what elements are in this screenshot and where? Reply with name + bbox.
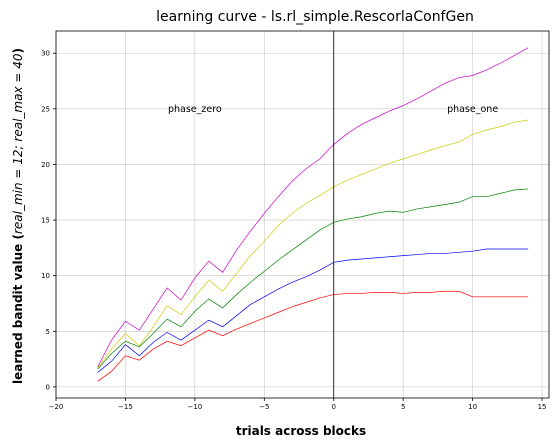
series-line-1 bbox=[97, 290, 529, 382]
y-axis-label-main: learned bandit value ( bbox=[11, 234, 25, 384]
x-tick-label: 5 bbox=[401, 403, 405, 411]
annotation-1: phase_zero bbox=[168, 104, 222, 115]
x-tick-label: 15 bbox=[538, 403, 547, 411]
y-axis-label: learned bandit value (real_min = 12; rea… bbox=[11, 48, 25, 384]
x-tick-label: −15 bbox=[118, 403, 133, 411]
series-line-3 bbox=[97, 188, 529, 370]
series-line-4 bbox=[97, 119, 529, 369]
y-axis-label-end: ) bbox=[11, 48, 25, 53]
y-tick-label: 5 bbox=[46, 328, 50, 336]
y-tick-label: 15 bbox=[41, 217, 50, 225]
plot-area-frame bbox=[55, 30, 550, 399]
y-tick-label: 10 bbox=[41, 272, 50, 280]
annotation-2: phase_one bbox=[447, 104, 498, 115]
x-tick-label: 10 bbox=[468, 403, 477, 411]
series-line-2 bbox=[97, 248, 529, 373]
x-axis-label: trials across blocks bbox=[236, 424, 366, 438]
axis-ticks: −20 −15 −10 −5 0 5 10 15 0 5 10 15 20 25 30 bbox=[41, 50, 546, 411]
y-tick-label: 25 bbox=[41, 105, 50, 113]
y-tick-label: 20 bbox=[41, 161, 50, 169]
x-tick-label: −5 bbox=[259, 403, 269, 411]
series-line-5 bbox=[97, 47, 529, 368]
x-tick-label: 0 bbox=[332, 403, 336, 411]
y-tick-label: 30 bbox=[41, 50, 50, 58]
series-layer bbox=[97, 47, 529, 382]
chart-title: learning curve - ls.rl_simple.RescorlaCo… bbox=[156, 9, 474, 25]
y-tick-label: 0 bbox=[46, 383, 50, 391]
x-tick-label: −20 bbox=[49, 403, 64, 411]
y-axis-label-math: real_min = 12; real_max = 40 bbox=[11, 53, 25, 234]
x-tick-label: −10 bbox=[187, 403, 202, 411]
annotations: phase_zero phase_one bbox=[168, 104, 498, 115]
